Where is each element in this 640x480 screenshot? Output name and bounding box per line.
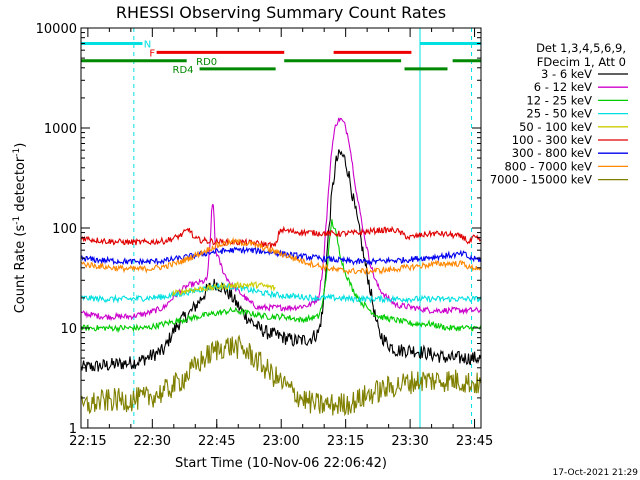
y-tick-label: 10000 (36, 22, 77, 37)
axes: 1 10 100 1000 10000 22:15 22:30 22:45 23:00 23:15… (36, 22, 494, 449)
status-bar-label: RD0 (196, 57, 217, 68)
series-line-2 (80, 219, 482, 334)
y-tick-label: 1 (69, 422, 77, 437)
legend-header-line: Det 1,3,4,5,6,9, (536, 41, 626, 55)
series-line-8 (80, 334, 482, 417)
timestamp: 17-Oct-2021 21:29 (553, 468, 639, 478)
legend-label: 50 - 100 keV (519, 120, 592, 134)
x-tick-label: 23:30 (391, 434, 428, 449)
series-layer (80, 28, 482, 428)
legend-label: 800 - 7000 keV (504, 159, 592, 173)
series-line-5 (80, 225, 481, 249)
legend-label: 25 - 50 keV (526, 107, 592, 121)
series-line-1 (80, 117, 482, 322)
x-tick-label: 22:45 (198, 434, 235, 449)
x-tick-label: 22:15 (69, 434, 106, 449)
series-line-7 (81, 236, 482, 276)
legend: Det 1,3,4,5,6,9, FDecim 1, Att 0 3 - 6 k… (490, 41, 628, 187)
legend-label: 7000 - 15000 keV (490, 173, 592, 187)
x-tick-label: 23:15 (327, 434, 364, 449)
y-axis-label-part: ) (13, 143, 28, 148)
y-axis-label: Count Rate (s-1 detector-1) (12, 143, 28, 314)
legend-header-line: FDecim 1, Att 0 (537, 55, 626, 69)
legend-label: 12 - 25 keV (526, 93, 592, 107)
status-bar-label: N (144, 39, 151, 50)
y-tick-label: 1000 (44, 122, 77, 137)
legend-label: 6 - 12 keV (534, 80, 592, 94)
legend-label: 3 - 6 keV (541, 67, 592, 81)
series-line-4 (171, 281, 276, 297)
series-line-3 (80, 282, 482, 305)
status-bar-label: RD4 (173, 65, 194, 76)
y-axis-label-superscript: -1 (12, 148, 22, 157)
x-tick-label: 22:30 (134, 434, 171, 449)
y-axis-label-superscript: -1 (12, 216, 22, 225)
series-line-0 (80, 149, 482, 372)
y-axis-label-part: detector (13, 156, 28, 216)
legend-label: 100 - 300 keV (512, 133, 592, 147)
plot-background (81, 28, 481, 428)
x-tick-label: 23:00 (262, 434, 299, 449)
plot-area (81, 28, 481, 428)
legend-label: 300 - 800 keV (512, 146, 592, 160)
chart-title: RHESSI Observing Summary Count Rates (116, 3, 446, 22)
status-bar-label: F (149, 48, 155, 59)
y-tick-label: 100 (52, 222, 77, 237)
y-axis-label-part: Count Rate (s (13, 225, 28, 314)
x-tick-label: 23:45 (456, 434, 493, 449)
y-tick-label: 10 (60, 322, 77, 337)
x-axis-label: Start Time (10-Nov-06 22:06:42) (175, 456, 387, 471)
